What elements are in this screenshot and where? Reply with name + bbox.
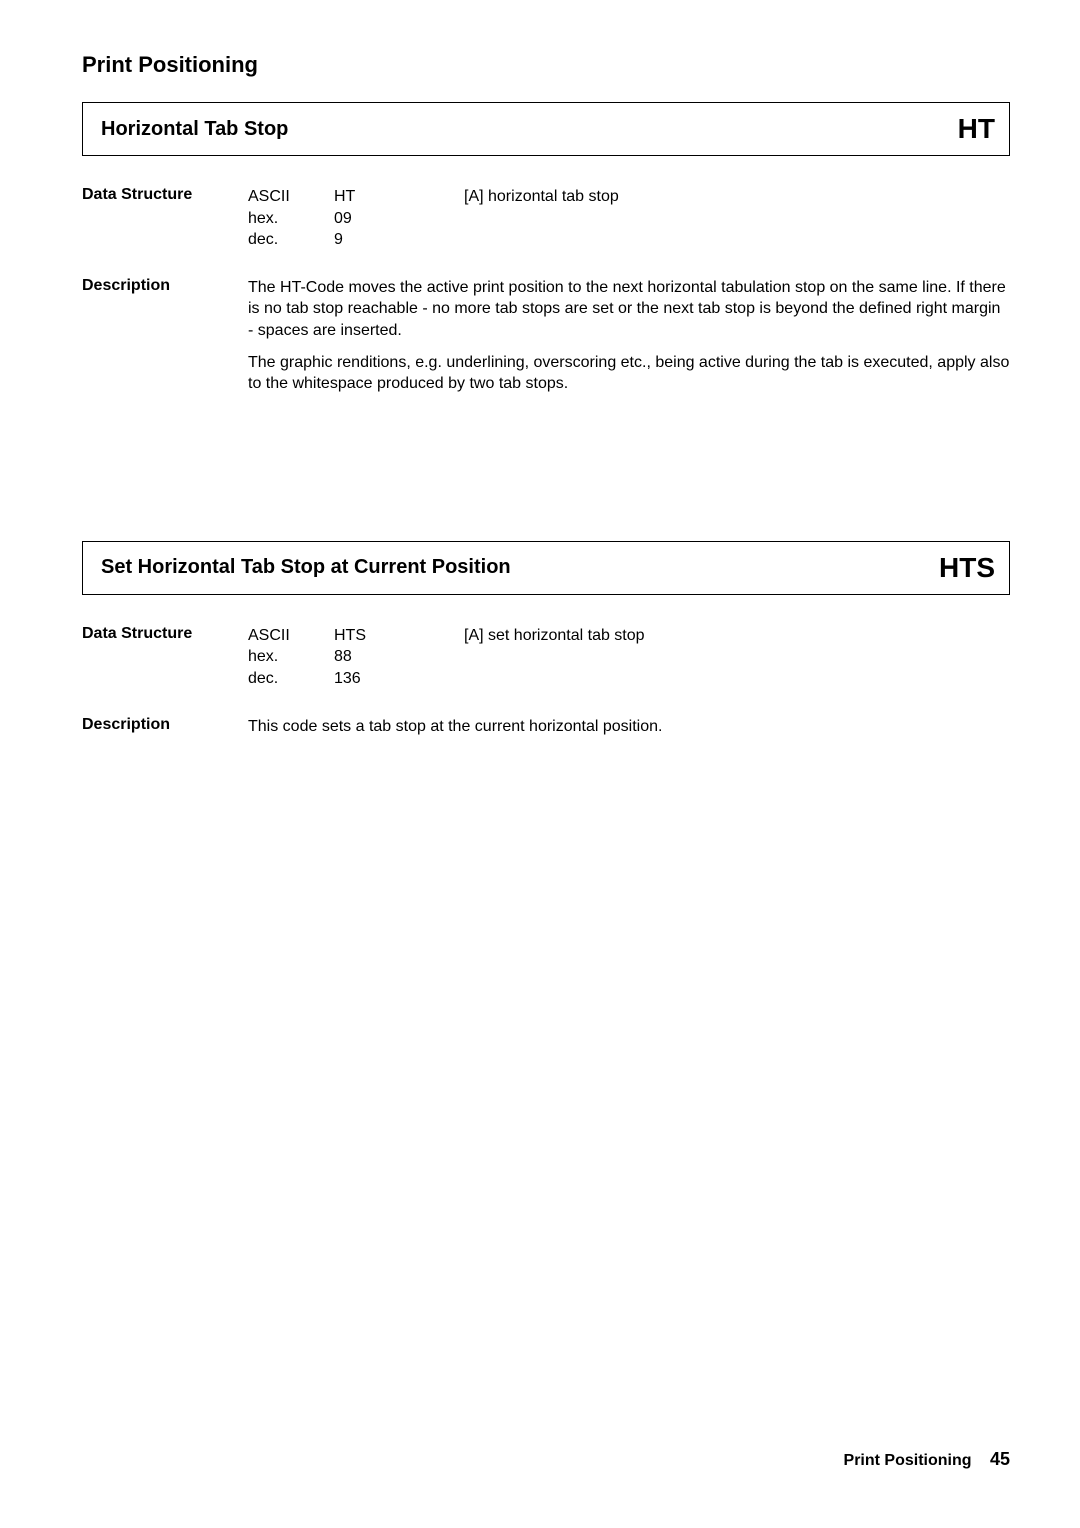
description-paragraph: The graphic renditions, e.g. underlining… [248,352,1010,395]
ds-col-2: HT 09 9 [334,186,464,251]
ds-table: ASCII hex. dec. HT 09 9 [A] horizontal t… [248,186,1010,251]
ds-cell: [A] set horizontal tab stop [464,625,645,647]
description-body: The HT-Code moves the active print posit… [248,277,1010,405]
description-body: This code sets a tab stop at the current… [248,716,1010,748]
ds-cell: dec. [248,668,334,690]
section-code: HT [958,113,995,145]
ds-col-1: ASCII hex. dec. [248,625,334,690]
ds-cell: 136 [334,668,464,690]
description-row: Description The HT-Code moves the active… [82,277,1010,405]
footer-text: Print Positioning [844,1452,972,1469]
section-header-hts: Set Horizontal Tab Stop at Current Posit… [82,541,1010,595]
ds-cell: HT [334,186,464,208]
description-label: Description [82,277,248,405]
data-structure-body: ASCII hex. dec. HTS 88 136 [A] set horiz… [248,625,1010,690]
ds-cell: dec. [248,229,334,251]
ds-col-1: ASCII hex. dec. [248,186,334,251]
description-label: Description [82,716,248,748]
ds-cell: hex. [248,208,334,230]
ds-cell: 9 [334,229,464,251]
section-title: Set Horizontal Tab Stop at Current Posit… [101,556,511,579]
data-structure-body: ASCII hex. dec. HT 09 9 [A] horizontal t… [248,186,1010,251]
ds-col-3: [A] horizontal tab stop [464,186,619,251]
data-structure-row: Data Structure ASCII hex. dec. HTS 88 13… [82,625,1010,690]
ds-table: ASCII hex. dec. HTS 88 136 [A] set horiz… [248,625,1010,690]
ds-cell: 88 [334,646,464,668]
section-gap [82,431,1010,541]
section-title: Horizontal Tab Stop [101,118,288,141]
ds-cell: HTS [334,625,464,647]
page: Print Positioning Horizontal Tab Stop HT… [0,0,1080,1528]
ds-cell: hex. [248,646,334,668]
ds-col-3: [A] set horizontal tab stop [464,625,645,690]
ds-col-2: HTS 88 136 [334,625,464,690]
description-paragraph: The HT-Code moves the active print posit… [248,277,1010,342]
page-footer: Print Positioning 45 [844,1449,1010,1470]
description-row: Description This code sets a tab stop at… [82,716,1010,748]
section-code: HTS [939,552,995,584]
data-structure-label: Data Structure [82,186,248,251]
section-header-ht: Horizontal Tab Stop HT [82,102,1010,156]
ds-cell: 09 [334,208,464,230]
ds-cell: [A] horizontal tab stop [464,186,619,208]
data-structure-label: Data Structure [82,625,248,690]
footer-page-number: 45 [990,1449,1010,1469]
description-paragraph: This code sets a tab stop at the current… [248,716,1010,738]
ds-cell: ASCII [248,625,334,647]
page-title: Print Positioning [82,52,1010,78]
ds-cell: ASCII [248,186,334,208]
data-structure-row: Data Structure ASCII hex. dec. HT 09 9 [… [82,186,1010,251]
